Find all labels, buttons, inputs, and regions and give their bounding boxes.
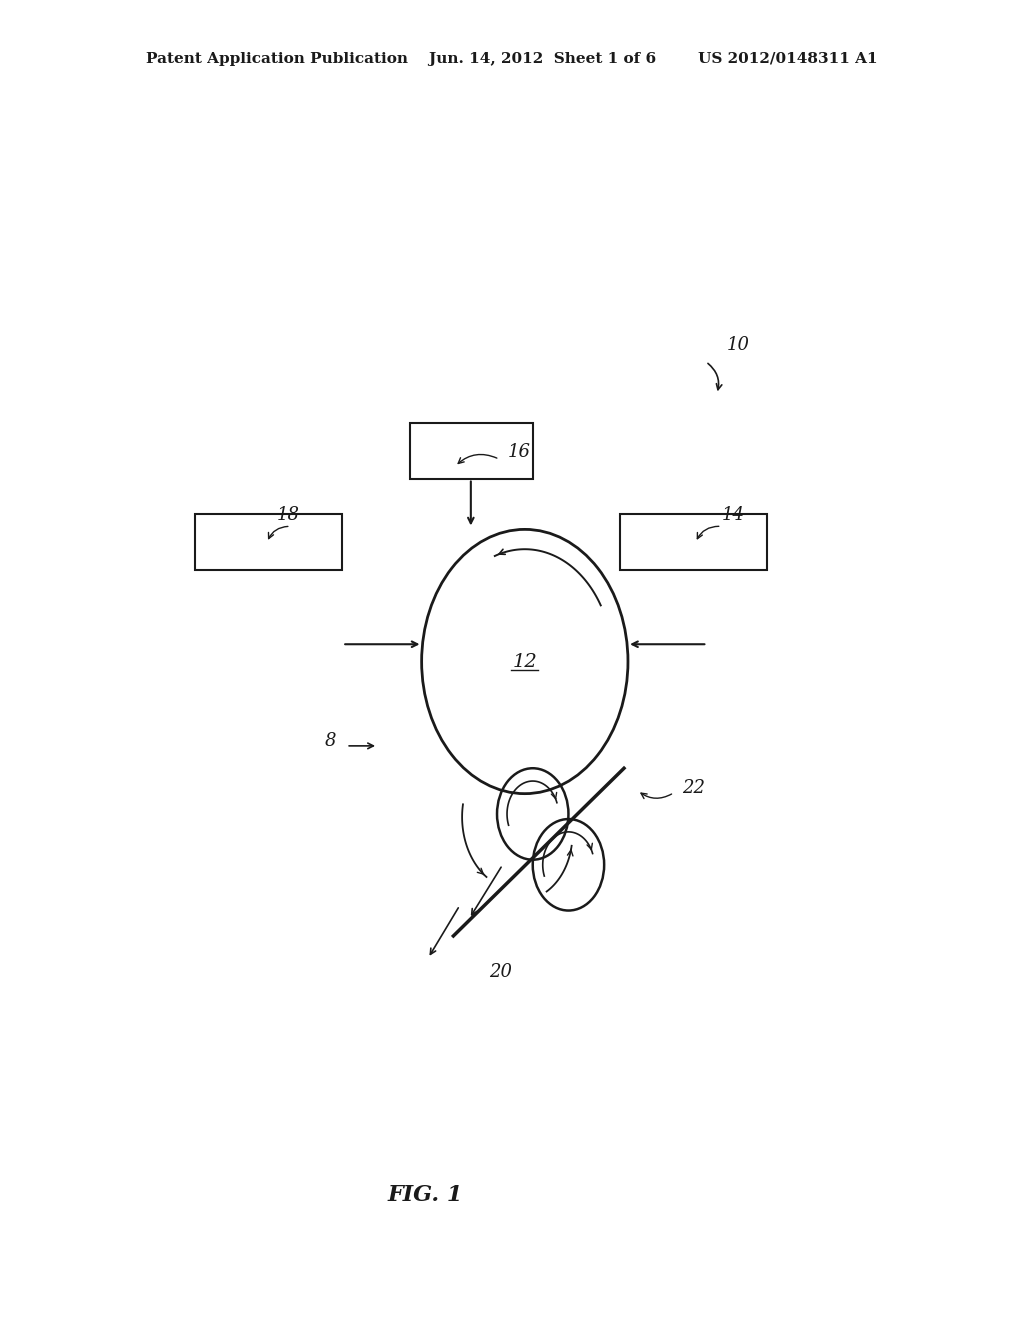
Text: 10: 10	[727, 335, 751, 354]
Text: 14: 14	[722, 507, 744, 524]
Text: Patent Application Publication    Jun. 14, 2012  Sheet 1 of 6        US 2012/014: Patent Application Publication Jun. 14, …	[146, 53, 878, 66]
Text: 20: 20	[489, 964, 512, 981]
Bar	[620, 515, 767, 570]
Text: 18: 18	[278, 507, 300, 524]
Bar	[410, 422, 532, 479]
Text: 8: 8	[325, 731, 336, 750]
Text: FIG. 1: FIG. 1	[387, 1184, 463, 1205]
Text: 16: 16	[507, 444, 530, 461]
Text: 22: 22	[682, 779, 705, 797]
Bar	[196, 515, 342, 570]
Text: 12: 12	[512, 652, 538, 671]
